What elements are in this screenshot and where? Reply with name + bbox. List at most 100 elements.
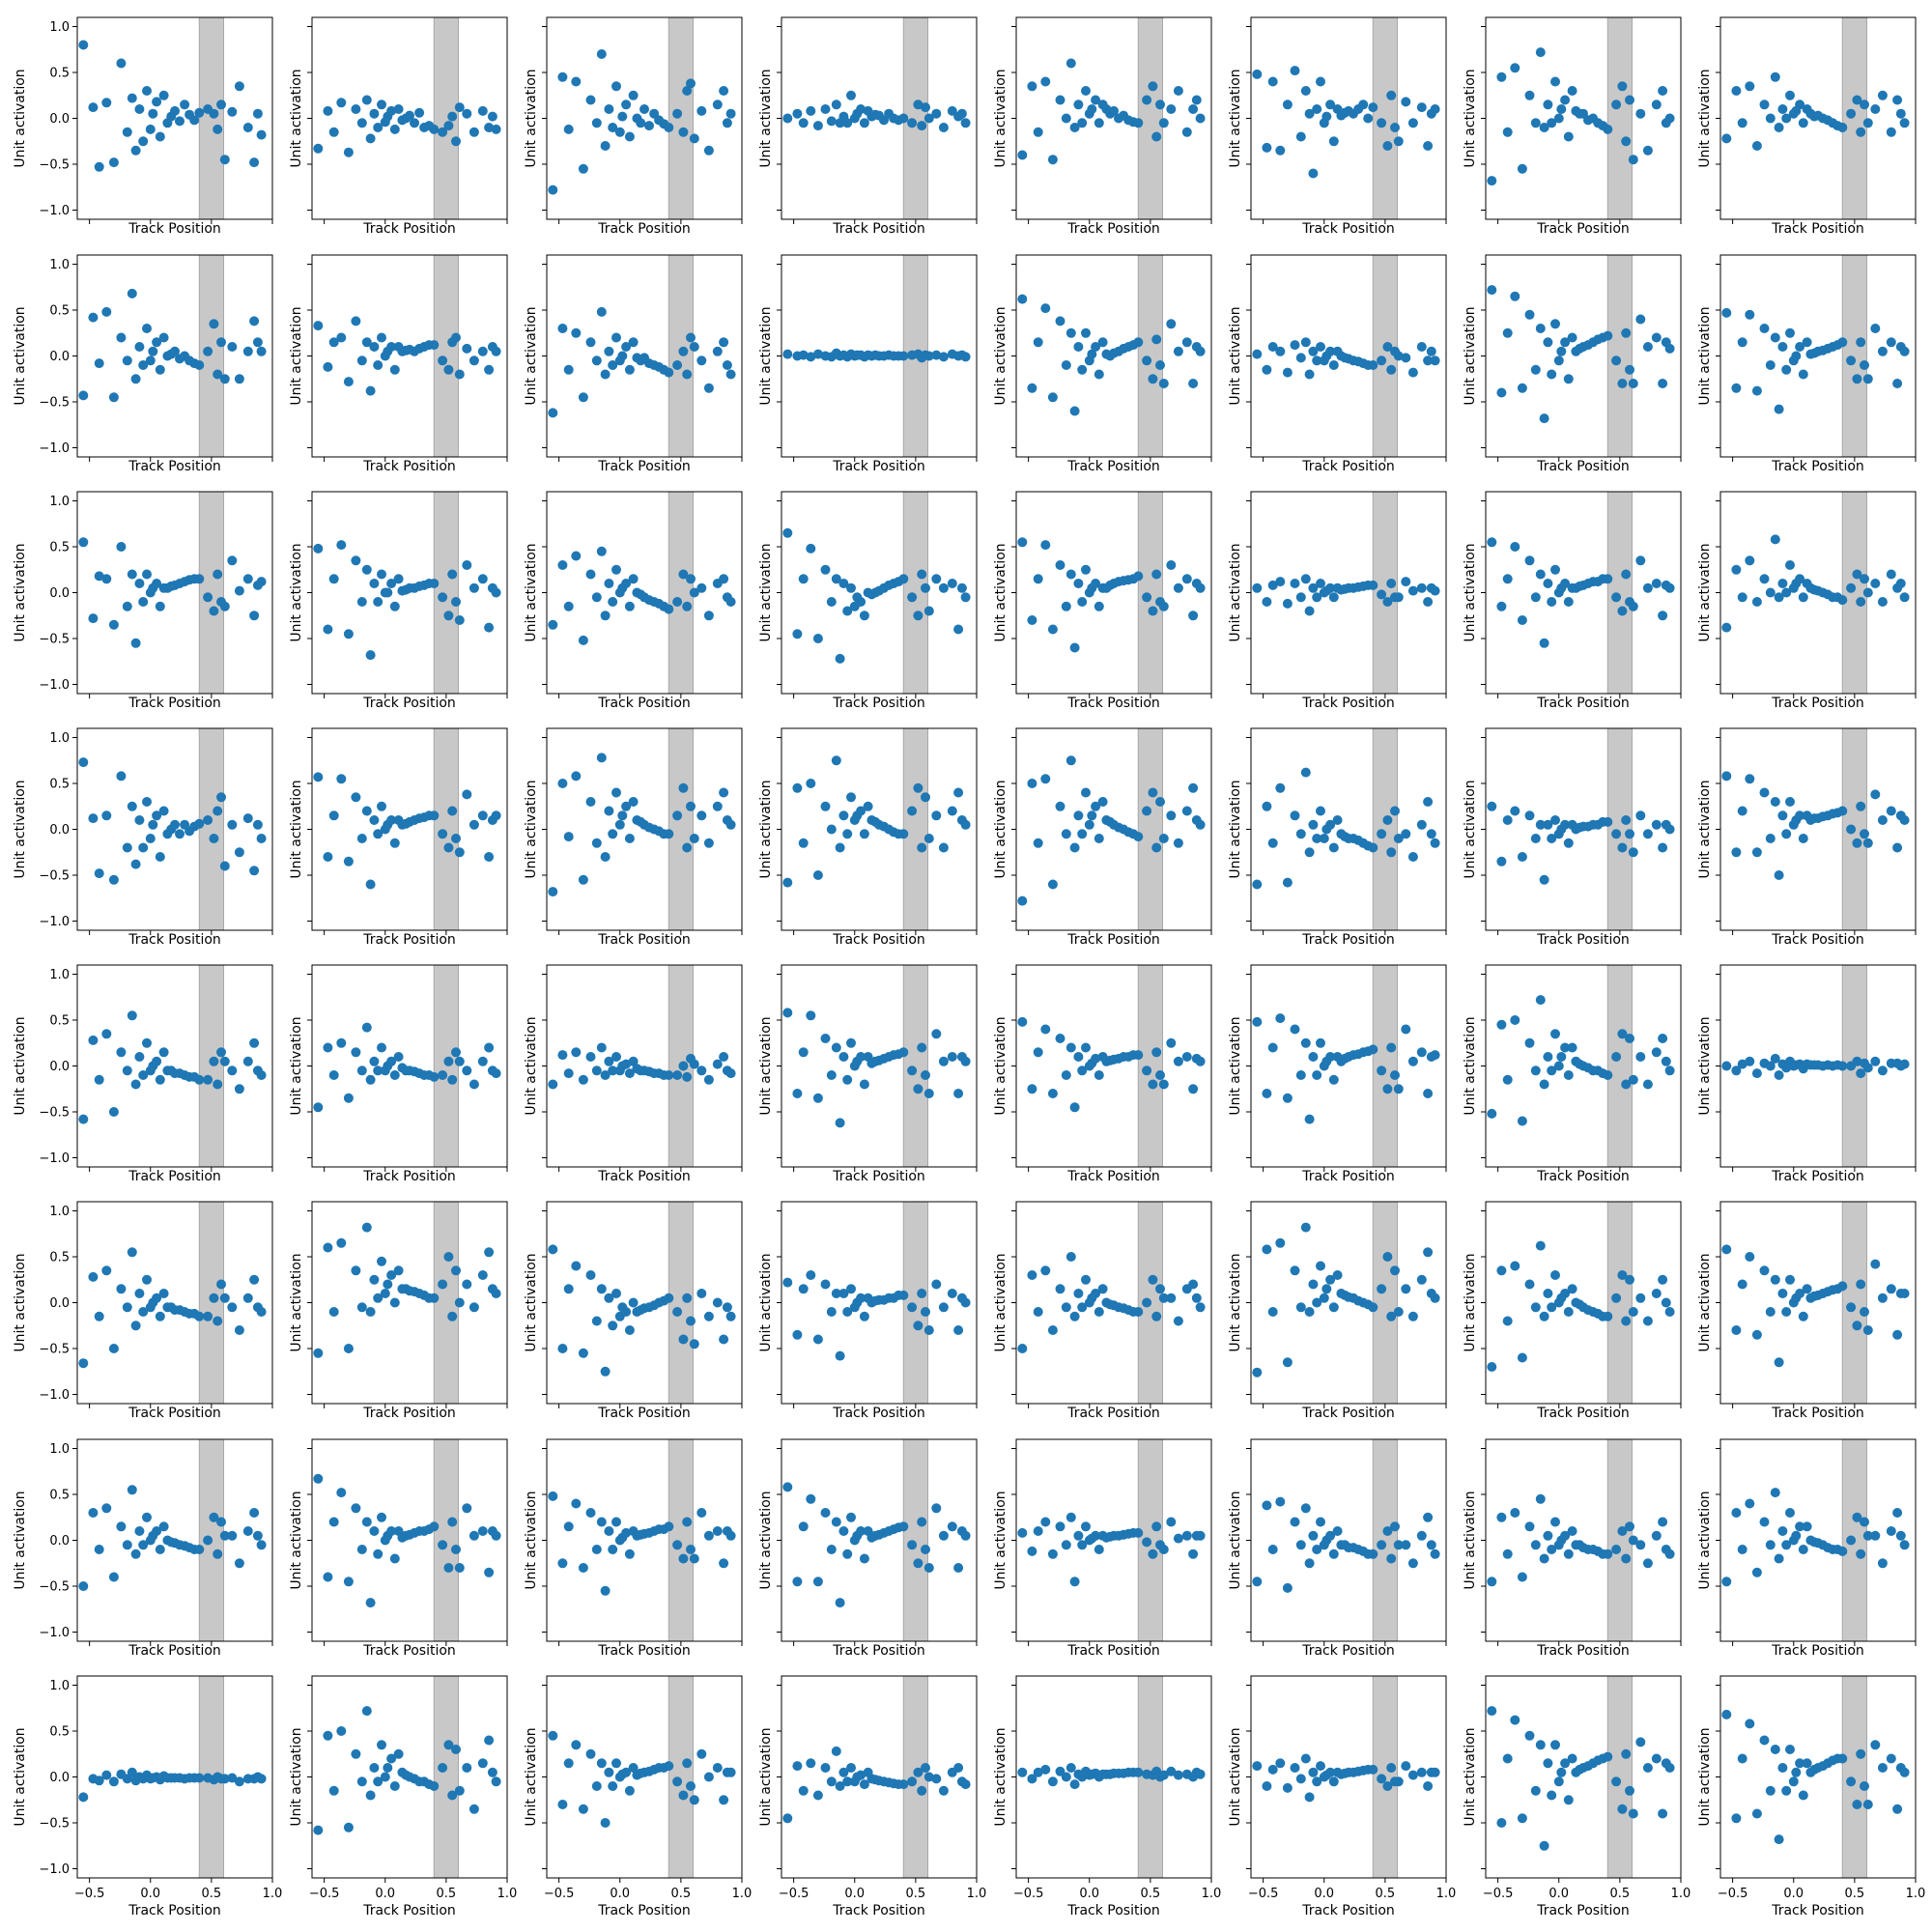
shaded-region — [433, 491, 459, 695]
y-axis-label: Unit activation — [289, 1727, 304, 1826]
data-point — [1870, 1056, 1881, 1066]
data-point — [1487, 176, 1497, 186]
data-point — [152, 579, 162, 588]
data-point — [591, 838, 602, 848]
data-point — [1886, 337, 1896, 348]
data-point — [1487, 1706, 1497, 1717]
data-point — [1304, 847, 1315, 858]
x-tick-label: −0.5 — [1013, 1887, 1044, 1901]
data-point — [377, 1256, 386, 1266]
data-point — [438, 1070, 448, 1080]
data-point — [1081, 1274, 1091, 1285]
x-axis-label: Track Position — [1301, 696, 1395, 711]
data-point — [1316, 76, 1325, 87]
data-point — [1642, 582, 1653, 593]
data-point — [1073, 1289, 1084, 1298]
data-point — [1252, 879, 1263, 890]
data-point — [1430, 1767, 1440, 1777]
data-point — [1166, 1517, 1177, 1527]
data-point — [1312, 1776, 1322, 1787]
data-point — [88, 613, 99, 624]
y-axis-label: Unit activation — [1463, 1016, 1478, 1115]
data-point — [219, 1293, 230, 1303]
data-point — [1765, 1307, 1776, 1317]
data-point — [1745, 1056, 1755, 1066]
data-point — [1158, 1545, 1169, 1554]
data-point — [462, 789, 472, 800]
data-point — [835, 1781, 845, 1791]
data-point — [725, 1311, 736, 1321]
data-point — [227, 1773, 238, 1783]
data-point — [1091, 342, 1101, 352]
data-point — [1166, 1293, 1177, 1303]
data-point — [548, 185, 558, 195]
data-point — [1781, 587, 1792, 598]
data-point — [1312, 592, 1322, 603]
y-axis-label: Unit activation — [289, 780, 304, 878]
data-point — [617, 351, 628, 361]
data-point — [1195, 1769, 1206, 1779]
data-point — [1781, 1785, 1792, 1796]
data-point — [1777, 342, 1788, 352]
data-point — [1635, 1293, 1646, 1303]
data-point — [1567, 1284, 1577, 1294]
y-axis-label: Unit activation — [758, 1491, 774, 1589]
y-axis-label: Unit activation — [758, 780, 774, 878]
data-point — [1300, 1037, 1311, 1048]
data-point — [134, 1526, 145, 1536]
data-point — [585, 1748, 596, 1759]
data-point — [170, 105, 180, 116]
data-point — [696, 1289, 707, 1298]
shaded-region — [668, 1675, 694, 1879]
shaded-region — [433, 254, 459, 458]
data-point — [907, 1776, 918, 1787]
shaded-region — [198, 964, 224, 1168]
data-point — [108, 157, 119, 168]
data-point — [1142, 1537, 1152, 1548]
data-point — [1158, 379, 1169, 388]
data-point — [604, 1767, 614, 1777]
data-point — [953, 1563, 964, 1573]
data-point — [611, 81, 621, 92]
data-point — [722, 118, 732, 128]
data-point — [1401, 577, 1411, 587]
data-point — [1785, 1745, 1795, 1754]
y-tick-label: −0.5 — [39, 869, 70, 884]
data-point — [1166, 560, 1177, 570]
data-point — [1547, 1545, 1557, 1554]
data-point — [1547, 118, 1557, 128]
data-point — [1530, 364, 1541, 375]
data-point — [846, 1037, 856, 1048]
data-point — [859, 1079, 869, 1090]
data-point — [1328, 1074, 1339, 1085]
data-point — [484, 1042, 495, 1053]
data-point — [469, 1530, 479, 1541]
x-axis-label: Track Position — [1771, 1903, 1864, 1918]
data-point — [1368, 102, 1378, 113]
data-point — [917, 121, 927, 131]
data-point — [234, 374, 244, 384]
data-point — [1617, 1270, 1628, 1280]
data-point — [1316, 1517, 1325, 1527]
data-point — [1300, 767, 1311, 778]
data-point — [1543, 1289, 1553, 1298]
shaded-region — [902, 1675, 928, 1879]
data-point — [386, 1270, 397, 1280]
data-point — [1282, 1093, 1293, 1103]
data-point — [1487, 1362, 1497, 1372]
shaded-region — [902, 1201, 928, 1405]
data-point — [1065, 569, 1076, 580]
data-point — [1731, 1065, 1742, 1076]
data-point — [1407, 852, 1418, 862]
data-point — [1363, 113, 1374, 124]
data-point — [913, 1321, 923, 1331]
data-point — [1252, 1761, 1263, 1772]
data-point — [1886, 127, 1896, 137]
data-point — [604, 1056, 614, 1066]
data-point — [596, 49, 607, 59]
data-point — [548, 408, 558, 418]
